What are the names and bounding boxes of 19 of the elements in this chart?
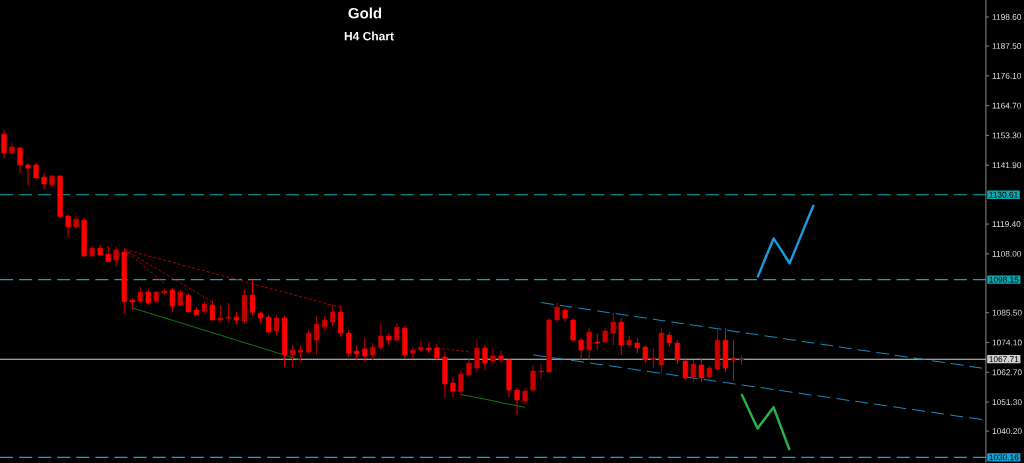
chart-title: Gold xyxy=(348,7,382,19)
ref-line-label: 1098.15 xyxy=(989,276,1019,283)
ref-line-label: 1130.61 xyxy=(989,191,1018,198)
y-tick-label: 1119.40 xyxy=(992,221,1021,227)
y-tick-label: 1108.00 xyxy=(992,250,1022,257)
y-tick-label: 1153.30 xyxy=(992,132,1022,139)
y-tick-label: 1040.20 xyxy=(992,428,1022,435)
y-tick-label: 1141.90 xyxy=(992,162,1022,169)
y-tick-label: 1074.10 xyxy=(992,339,1022,346)
text: H4 Chart xyxy=(344,31,394,41)
ref-line-label: 1030.16 xyxy=(989,454,1019,461)
y-tick-label: 1051.30 xyxy=(992,399,1022,406)
y-tick-label: 1062.70 xyxy=(992,369,1022,376)
y-tick-label: 1187.50 xyxy=(992,43,1022,49)
y-tick-label: 1198.60 xyxy=(992,14,1022,20)
y-tick-label: 1164.70 xyxy=(992,102,1022,109)
ref-line-label: 1067.71 xyxy=(989,356,1019,363)
y-tick-label: 1085.50 xyxy=(992,309,1022,316)
y-tick-label: 1176.10 xyxy=(992,72,1022,79)
